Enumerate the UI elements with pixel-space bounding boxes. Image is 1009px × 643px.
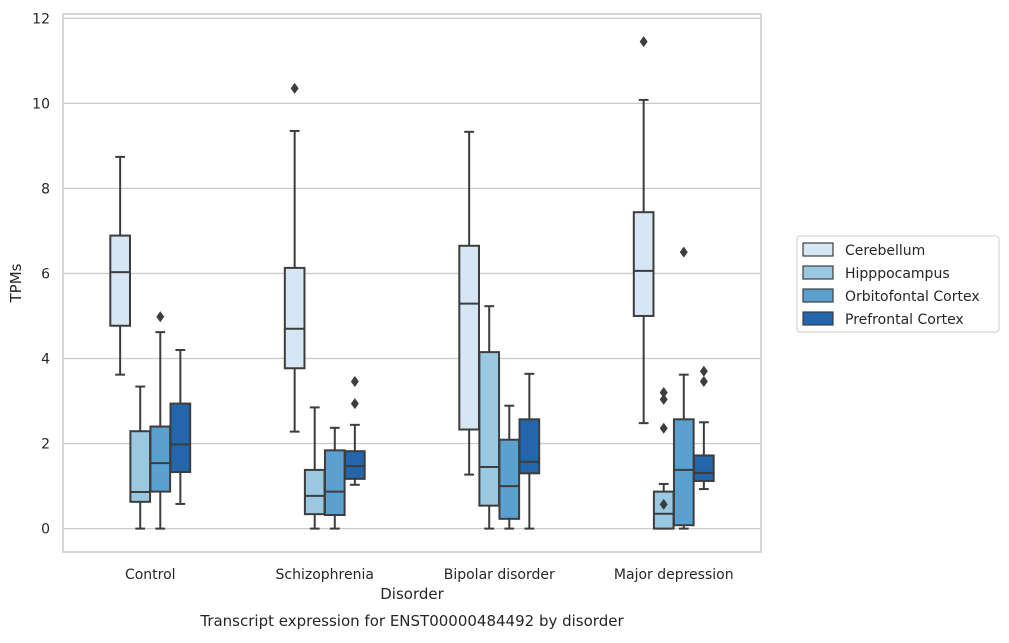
outlier-point (699, 375, 708, 387)
x-tick-label: Control (125, 567, 176, 583)
box-3-2 (518, 372, 541, 530)
x-tick-labels: Control Schizophrenia Bipolar disorder Majo… (125, 567, 734, 583)
box-1-1 (303, 406, 326, 530)
box-iqr (344, 450, 366, 480)
outlier-point (699, 365, 708, 377)
box-3-3 (693, 365, 715, 491)
y-tick-label: 10 (32, 96, 50, 112)
outlier-point (290, 82, 299, 94)
box-iqr (652, 490, 675, 530)
x-tick-label: Major depression (614, 567, 734, 583)
outlier-point (156, 311, 165, 323)
box-0-3 (632, 36, 655, 425)
outlier-point (659, 387, 668, 399)
legend-label: Orbitofontal Cortex (845, 289, 980, 305)
legend-swatch (802, 242, 834, 257)
y-tick-label: 8 (41, 181, 50, 197)
outlier-point (350, 398, 359, 410)
legend-swatch (802, 265, 834, 280)
box-0-1 (283, 82, 306, 433)
box-iqr (693, 454, 715, 482)
x-tick-label: Bipolar disorder (444, 567, 555, 583)
y-tick-label: 12 (32, 11, 50, 27)
y-axis-label: TPMs (7, 263, 25, 303)
box-2-0 (149, 311, 172, 530)
legend-label: Cerebellum (845, 243, 925, 259)
outlier-point (679, 246, 688, 258)
outlier-point (659, 393, 668, 405)
legend-swatch (802, 311, 834, 326)
box-2-1 (323, 426, 346, 530)
y-tick-label: 2 (41, 437, 50, 453)
box-1-2 (478, 305, 501, 530)
box-iqr (323, 449, 346, 516)
legend-frame (796, 235, 1000, 333)
box-iqr (458, 244, 480, 431)
x-axis-label: Disorder (380, 585, 444, 603)
box-2-2 (498, 404, 521, 530)
legend: Cerebellum Hipppocampus Orbitofontal Corte… (796, 235, 1000, 333)
box-iqr (283, 266, 306, 370)
x-tick-label: Schizophrenia (276, 567, 374, 583)
box-iqr (518, 418, 541, 475)
box-1-3 (652, 387, 675, 530)
box-iqr (632, 211, 655, 317)
box-0-2 (458, 130, 480, 476)
legend-label: Hipppocampus (845, 266, 950, 282)
y-tick-label: 0 (41, 522, 50, 538)
legend-label: Prefrontal Cortex (845, 312, 964, 328)
y-tick-label: 6 (41, 266, 50, 282)
box-iqr (169, 402, 192, 474)
box-iqr (149, 425, 172, 493)
plot-frame (62, 13, 762, 553)
outlier-point (659, 498, 668, 510)
box-2-3 (672, 246, 695, 530)
chart-caption: Transcript expression for ENST0000048449… (199, 612, 624, 630)
legend-swatch (802, 288, 834, 303)
box-iqr (672, 418, 695, 527)
box-iqr (303, 468, 326, 516)
box-iqr (109, 234, 131, 327)
outlier-point (639, 36, 648, 48)
outlier-point (659, 422, 668, 434)
box-0-0 (109, 155, 131, 376)
box-iqr (478, 351, 501, 507)
box-3-0 (169, 348, 192, 505)
boxes (109, 36, 715, 530)
box-1-0 (129, 385, 152, 530)
outlier-point (350, 375, 359, 387)
box-3-1 (344, 375, 366, 486)
y-tick-labels: 0 2 4 6 8 10 12 (32, 11, 50, 537)
box-iqr (498, 438, 521, 520)
y-tick-label: 4 (41, 351, 50, 367)
